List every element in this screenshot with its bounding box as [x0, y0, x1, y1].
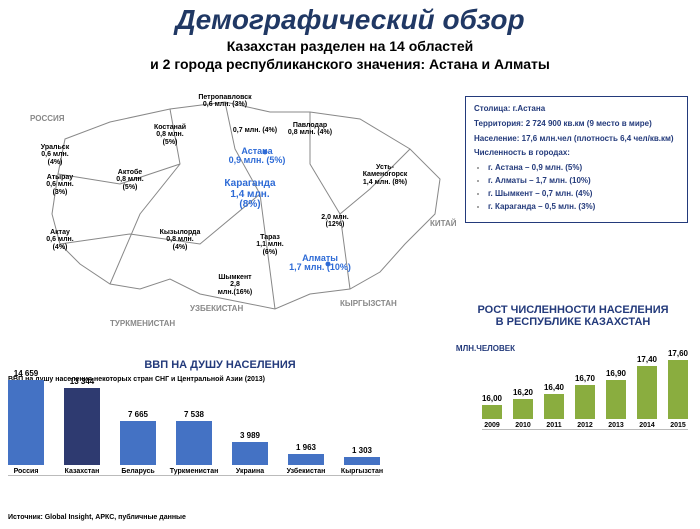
map-neighbor-label: УЗБЕКИСТАН	[190, 304, 243, 313]
pop-bar: 17,40 2014	[637, 355, 657, 429]
subtitle-line1: Казахстан разделен на 14 областей	[227, 38, 474, 54]
info-capital: Столица: г.Астана	[474, 104, 679, 115]
gdp-chart-title: ВВП НА ДУШУ НАСЕЛЕНИЯ	[90, 359, 350, 371]
pop-bar-label: 2010	[515, 422, 531, 429]
pop-bar-value: 16,20	[513, 388, 533, 397]
gdp-bar: 1 303 Кыргызстан	[344, 446, 380, 475]
map-city-label: Уральск0,6 млн.(4%)	[41, 144, 69, 166]
pop-bar-value: 17,40	[637, 355, 657, 364]
pop-bar-label: 2014	[639, 422, 655, 429]
map-city-label: Усть-Каменогорск1,4 млн. (8%)	[363, 164, 408, 186]
gdp-bar-label: Россия	[14, 468, 39, 475]
info-box: Столица: г.Астана Территория: 2 724 900 …	[465, 96, 688, 223]
gdp-bar-label: Узбекистан	[287, 468, 326, 475]
subtitle-line2: и 2 города республиканского значения: Ас…	[150, 56, 550, 72]
gdp-bar-value: 13 344	[70, 377, 94, 386]
info-city-item: г. Караганда – 0,5 млн. (3%)	[488, 202, 679, 213]
pop-bar: 16,40 2011	[544, 383, 564, 429]
map-city-label: Атырау0,6 млн.(3%)	[46, 174, 73, 196]
info-city-item: г. Астана – 0,9 млн. (5%)	[488, 163, 679, 174]
map-region: РОССИЯУЗБЕКИСТАНТУРКМЕНИСТАНКЫРГЫЗСТАНКИ…	[10, 94, 480, 324]
pop-chart-title: РОСТ ЧИСЛЕННОСТИ НАСЕЛЕНИЯ В РЕСПУБЛИКЕ …	[458, 304, 688, 328]
map-city-label: 0,7 млн. (4%)	[233, 127, 277, 134]
gdp-bar: 13 344 Казахстан	[64, 377, 100, 475]
map-city-label: Алматы1,7 млн. (10%)	[289, 254, 351, 273]
map-neighbor-label: ТУРКМЕНИСТАН	[110, 319, 175, 328]
pop-bar: 16,00 2009	[482, 394, 502, 429]
pop-bar-value: 16,40	[544, 383, 564, 392]
pop-bar-value: 16,90	[606, 369, 626, 378]
gdp-bar: 3 989 Украина	[232, 431, 268, 475]
pop-bar-value: 16,00	[482, 394, 502, 403]
pop-bar-chart: 16,00 2009 16,20 2010 16,40 2011 16,70 2012 16,9…	[482, 359, 688, 430]
map-neighbor-label: КИТАЙ	[430, 219, 457, 228]
gdp-bar-value: 1 303	[352, 446, 372, 455]
map-city-label: Кызылорда0,8 млн.(4%)	[160, 229, 201, 251]
pop-bar-label: 2012	[577, 422, 593, 429]
gdp-bar-value: 14 659	[14, 369, 38, 378]
pop-bar-label: 2011	[546, 422, 561, 429]
map-city-label: Петропавловск0,6 млн. (3%)	[198, 94, 251, 109]
map-neighbor-label: КЫРГЫЗСТАН	[340, 299, 397, 308]
gdp-bar: 7 665 Беларусь	[120, 410, 156, 475]
map-city-label: Актау0,6 млн.(4%)	[46, 229, 73, 251]
map-city-label: 2,0 млн.(12%)	[321, 214, 348, 229]
gdp-bar-label: Кыргызстан	[341, 468, 383, 475]
map-city-label: Шымкент2,8млн.(16%)	[218, 274, 252, 296]
pop-bar-label: 2013	[608, 422, 624, 429]
gdp-bar: 7 538Туркменистан	[176, 410, 212, 475]
gdp-bar-chart: 14 659Россия13 344Казахстан7 665Беларусь…	[8, 390, 380, 476]
page-subtitle: Казахстан разделен на 14 областей и 2 го…	[0, 38, 700, 73]
info-population: Население: 17,6 млн.чел (плотность 6,4 ч…	[474, 134, 679, 145]
gdp-bar-label: Беларусь	[121, 468, 154, 475]
pop-y-label: МЛН.ЧЕЛОВЕК	[456, 344, 515, 353]
gdp-bar-label: Казахстан	[65, 468, 100, 475]
pop-bar-value: 17,60	[668, 349, 688, 358]
gdp-bar: 14 659 Россия	[8, 369, 44, 475]
pop-bar: 16,70 2012	[575, 374, 595, 429]
info-city-item: г. Шымкент – 0,7 млн. (4%)	[488, 189, 679, 200]
gdp-source: Источник: Global Insight, АРКС, публичны…	[8, 514, 186, 521]
gdp-bar-value: 7 538	[184, 410, 204, 419]
gdp-bar-value: 7 665	[128, 410, 148, 419]
map-city-label: Астана0,9 млн. (5%)	[229, 147, 286, 166]
pop-bar-value: 16,70	[575, 374, 595, 383]
gdp-bar-label: Украина	[236, 468, 264, 475]
map-city-label: Караганда1,4 млн.(8%)	[224, 179, 275, 211]
pop-bar: 17,60 2015	[668, 349, 688, 429]
gdp-bar-value: 3 989	[240, 431, 260, 440]
info-city-item: г. Алматы – 1,7 млн. (10%)	[488, 176, 679, 187]
gdp-chart-subtitle: ВВП на душу населения некоторых стран СН…	[8, 376, 265, 383]
info-territory: Территория: 2 724 900 кв.км (9 место в м…	[474, 119, 679, 130]
map-neighbor-label: РОССИЯ	[30, 114, 65, 123]
gdp-bar: 1 963 Узбекистан	[288, 443, 324, 475]
pop-bar-label: 2015	[670, 422, 686, 429]
pop-bar: 16,90 2013	[606, 369, 626, 429]
map-city-label: Костанай0,8 млн.(5%)	[154, 124, 186, 146]
page-title: Демографический обзор	[0, 4, 700, 36]
info-cities-label: Численность в городах:	[474, 148, 679, 159]
map-city-label: Актобе0,8 млн.(5%)	[116, 169, 143, 191]
pop-bar-label: 2009	[484, 422, 500, 429]
map-city-label: Тараз1,1 млн.(6%)	[256, 234, 283, 256]
pop-bar: 16,20 2010	[513, 388, 533, 429]
gdp-bar-label: Туркменистан	[170, 468, 219, 475]
gdp-bar-value: 1 963	[296, 443, 316, 452]
info-cities-list: г. Астана – 0,9 млн. (5%) г. Алматы – 1,7…	[474, 163, 679, 212]
map-city-label: Павлодар0,8 млн. (4%)	[288, 122, 332, 137]
